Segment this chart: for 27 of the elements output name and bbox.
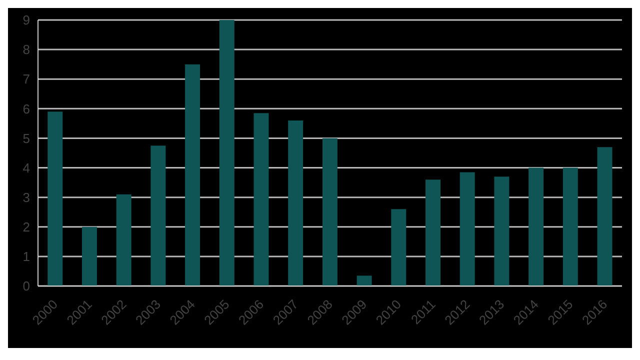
bar <box>426 180 440 286</box>
bar <box>150 146 166 286</box>
y-tick-label: 5 <box>22 130 30 146</box>
y-tick-label: 1 <box>22 249 30 264</box>
bar <box>562 168 578 286</box>
bar <box>288 120 304 286</box>
y-tick-label: 8 <box>22 42 30 58</box>
bar <box>356 276 372 286</box>
bar <box>528 168 544 286</box>
bar <box>219 20 234 286</box>
bar <box>391 209 406 286</box>
bar <box>185 64 200 286</box>
bar <box>494 176 510 286</box>
y-tick-label: 2 <box>22 220 30 235</box>
bar <box>254 113 269 286</box>
y-tick-label: 4 <box>22 160 30 176</box>
y-tick-label: 9 <box>22 12 30 28</box>
y-tick-label: 7 <box>22 72 30 87</box>
y-tick-label: 3 <box>22 190 30 205</box>
bar <box>322 138 338 286</box>
bar <box>116 194 132 286</box>
bar <box>82 226 97 286</box>
y-tick-label: 0 <box>22 278 30 294</box>
bar <box>460 172 475 286</box>
y-tick-label: 6 <box>22 101 30 116</box>
bar <box>48 112 63 286</box>
bar <box>597 147 612 286</box>
